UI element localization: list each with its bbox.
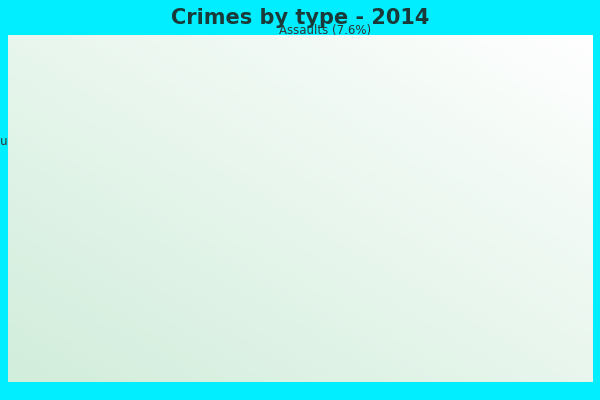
Title: Crimes by type - 2014: Crimes by type - 2014 [171, 8, 429, 28]
Text: Arson (2.5%): Arson (2.5%) [32, 233, 196, 256]
Text: Assaults (7.6%): Assaults (7.6%) [279, 24, 371, 86]
Wedge shape [278, 70, 300, 208]
Text: Burglaries (11.4%): Burglaries (11.4%) [0, 135, 186, 164]
Text: City-Data.com: City-Data.com [379, 45, 463, 58]
Wedge shape [194, 71, 300, 208]
Wedge shape [167, 119, 300, 208]
Wedge shape [163, 70, 439, 347]
Text: Rapes (6.3%): Rapes (6.3%) [149, 52, 283, 90]
Text: Thefts (72.2%): Thefts (72.2%) [386, 285, 547, 323]
Wedge shape [161, 167, 300, 233]
